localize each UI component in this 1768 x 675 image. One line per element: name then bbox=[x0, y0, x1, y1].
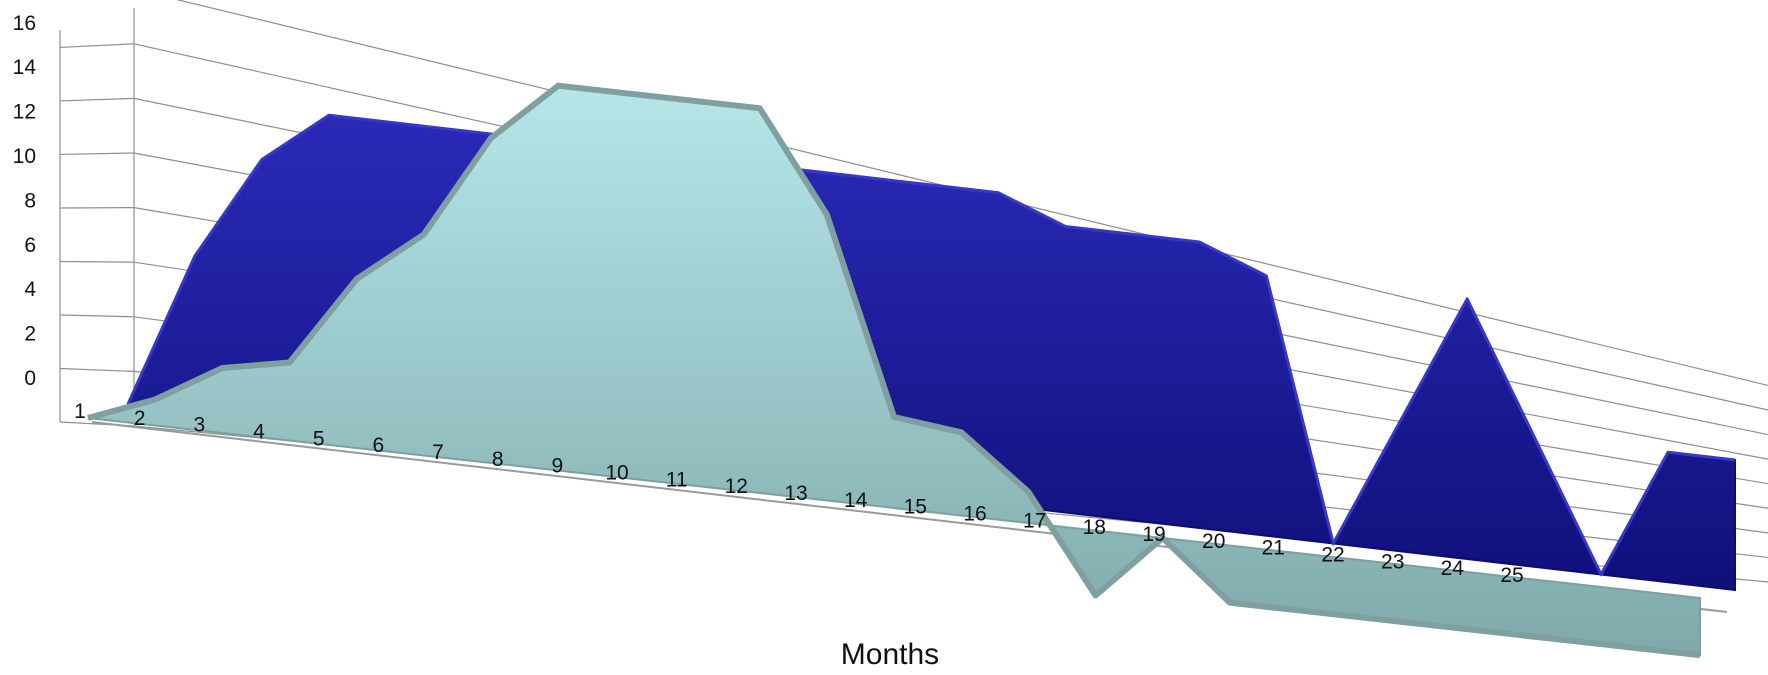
x-tick-label: 16 bbox=[963, 503, 986, 526]
x-tick-label: 8 bbox=[492, 448, 504, 471]
x-tick-label: 9 bbox=[551, 455, 563, 478]
x-tick-label: 25 bbox=[1500, 564, 1523, 587]
x-tick-label: 1 bbox=[74, 400, 86, 423]
x-tick-label: 11 bbox=[666, 468, 688, 491]
x-tick-label: 4 bbox=[253, 421, 265, 444]
x-tick-label: 19 bbox=[1142, 523, 1165, 546]
y-tick-label: 2 bbox=[24, 323, 36, 346]
x-tick-label: 22 bbox=[1321, 544, 1344, 567]
y-tick-label: 12 bbox=[13, 101, 36, 124]
x-tick-label: 14 bbox=[844, 489, 868, 512]
x-tick-label: 17 bbox=[1023, 509, 1046, 532]
x-tick-label: 24 bbox=[1441, 557, 1465, 580]
y-tick-label: 0 bbox=[24, 367, 36, 390]
x-tick-label: 23 bbox=[1381, 550, 1404, 573]
y-tick-label: 4 bbox=[24, 278, 36, 301]
x-axis-title: Months bbox=[841, 638, 939, 671]
y-axis: 0 2 4 6 8 10 12 14 16 bbox=[13, 12, 37, 390]
x-tick-label: 13 bbox=[784, 482, 807, 505]
x-tick-label: 15 bbox=[904, 496, 927, 519]
series-layer bbox=[88, 86, 1735, 656]
gridline-side bbox=[60, 315, 134, 317]
gridline-side bbox=[60, 44, 134, 48]
x-tick-label: 10 bbox=[605, 462, 628, 485]
y-tick-label: 8 bbox=[24, 189, 36, 212]
gridline-side bbox=[60, 368, 134, 371]
x-tick-label: 12 bbox=[725, 475, 748, 498]
gridline-side bbox=[60, 98, 134, 101]
x-tick-label: 5 bbox=[313, 427, 325, 450]
gridline-side bbox=[60, 261, 134, 262]
x-tick-label: 7 bbox=[432, 441, 444, 464]
x-tick-label: 3 bbox=[193, 414, 205, 437]
x-tick-label: 20 bbox=[1202, 530, 1225, 553]
x-tick-label: 21 bbox=[1262, 537, 1285, 560]
y-tick-label: 16 bbox=[13, 12, 36, 35]
x-tick-label: 2 bbox=[134, 407, 146, 430]
y-tick-label: 14 bbox=[13, 56, 37, 79]
y-tick-label: 10 bbox=[13, 145, 36, 168]
gridline-side bbox=[60, 153, 134, 154]
y-tick-label: 6 bbox=[24, 234, 36, 257]
x-tick-label: 18 bbox=[1083, 516, 1106, 539]
x-tick-label: 6 bbox=[372, 434, 384, 457]
